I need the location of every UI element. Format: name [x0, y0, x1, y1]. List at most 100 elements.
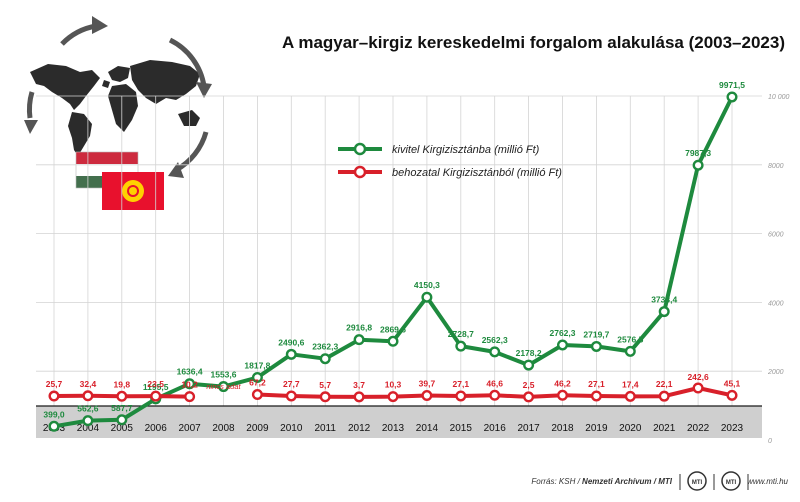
data-point-import	[48, 390, 60, 402]
mti-logo-icon: MTI	[687, 471, 707, 491]
x-tick-label: 2011	[314, 423, 336, 434]
data-point-import	[726, 389, 738, 401]
data-point-export	[455, 340, 467, 352]
data-label-import: 17,4	[622, 379, 639, 389]
data-point-import	[184, 391, 196, 403]
data-point-export	[353, 334, 365, 346]
data-label-import: 10,2	[181, 380, 198, 390]
data-point-export	[590, 340, 602, 352]
source-text: Forrás: KSH / Nemzeti Archívum / MTI	[531, 477, 672, 486]
data-label-import: 3,7	[353, 380, 365, 390]
data-point-export	[692, 159, 704, 171]
data-label-export: 2362,3	[312, 342, 338, 352]
data-point-import	[455, 390, 467, 402]
data-point-export	[387, 335, 399, 347]
data-label-export: 2728,7	[448, 329, 474, 339]
data-label-import: 22,1	[656, 379, 673, 389]
x-tick-label: 2018	[551, 423, 574, 434]
website-text: www.mti.hu	[747, 477, 788, 486]
data-point-import	[319, 391, 331, 403]
x-tick-label: 2020	[619, 423, 642, 434]
data-label-import: 27,1	[453, 379, 470, 389]
data-label-import: 5,7	[319, 380, 331, 390]
kyrgyzstan-flag-icon	[102, 172, 164, 210]
data-point-export	[251, 371, 263, 383]
x-tick-label: 2013	[382, 423, 405, 434]
data-point-import	[353, 391, 365, 403]
data-label-export: 2490,6	[278, 337, 304, 347]
y-axis-ticks: 0 2000 4000 6000 8000 10 000	[767, 94, 790, 445]
data-point-export	[319, 353, 331, 365]
mti-logo-icon-2: MTI	[721, 471, 741, 491]
data-point-import	[421, 390, 433, 402]
x-axis-band: 2003200420052006200720082009201020112012…	[36, 405, 762, 438]
data-point-import	[116, 390, 128, 402]
data-label-import: 32,4	[80, 379, 97, 389]
data-point-export	[523, 359, 535, 371]
data-label-import: 67,2	[249, 378, 266, 388]
legend-item-import: behozatal Kirgizisztánból (millió Ft)	[338, 165, 562, 179]
y-tick-label: 6000	[768, 232, 784, 239]
x-tick-label: 2004	[77, 423, 100, 434]
data-label-export: 4150,3	[414, 280, 440, 290]
data-point-import	[557, 389, 569, 401]
footer: Forrás: KSH / Nemzeti Archívum / MTI MTI…	[531, 471, 789, 491]
data-label-export: 1195,5	[143, 382, 169, 392]
x-tick-label: 2023	[721, 423, 744, 434]
x-tick-label: 2012	[348, 423, 371, 434]
data-label-import: 242,6	[687, 372, 709, 382]
data-label-import: 23,5	[147, 379, 164, 389]
data-point-import	[150, 390, 162, 402]
data-point-export	[557, 339, 569, 351]
data-label-import: 2,5	[523, 380, 535, 390]
data-label-export: 2762,3	[550, 328, 576, 338]
data-point-export	[116, 414, 128, 426]
data-label-export: 7987,3	[685, 148, 711, 158]
y-tick-label: 10 000	[768, 94, 790, 101]
y-tick-label: 8000	[768, 163, 784, 170]
data-point-export	[489, 346, 501, 358]
data-label-export: 9971,5	[719, 80, 745, 90]
legend-item-export: kivitel Kirgizisztánba (millió Ft)	[338, 142, 540, 156]
x-tick-label: 2019	[585, 423, 608, 434]
data-label-export: 1817,8	[244, 360, 270, 370]
data-point-export	[82, 415, 94, 427]
chart-title: A magyar–kirgiz kereskedelmi forgalom al…	[282, 33, 785, 52]
data-point-import	[489, 389, 501, 401]
gridlines	[36, 95, 762, 406]
data-label-export: 2576,5	[617, 334, 643, 344]
x-tick-label: 2005	[111, 423, 134, 434]
data-point-import	[624, 390, 636, 402]
data-point-export	[726, 91, 738, 103]
data-label-export: 399,0	[43, 409, 65, 419]
legend: kivitel Kirgizisztánba (millió Ft) behoz…	[338, 142, 562, 179]
x-tick-label: 2017	[517, 423, 540, 434]
legend-label-export: kivitel Kirgizisztánba (millió Ft)	[392, 144, 540, 156]
data-label-import: 19,8	[114, 379, 131, 389]
data-label-export: 2719,7	[583, 329, 609, 339]
data-point-import	[523, 391, 535, 403]
x-tick-label: 2006	[145, 423, 168, 434]
x-tick-label: 2015	[450, 423, 473, 434]
data-point-export	[421, 291, 433, 303]
data-point-import	[285, 390, 297, 402]
data-point-export	[285, 348, 297, 360]
data-point-import	[658, 390, 670, 402]
data-label-import: 46,2	[554, 378, 571, 388]
data-labels: 399,0 562,6 587,7 1195,5 1636,4 1553,6 1817,8 2…	[43, 80, 745, 419]
data-label-import: 39,7	[419, 379, 436, 389]
data-label-export: 2869,6	[380, 324, 406, 334]
data-label-import: 46,6	[486, 378, 503, 388]
x-tick-label: 2021	[653, 423, 676, 434]
data-point-import	[590, 390, 602, 402]
data-point-export	[48, 420, 60, 432]
x-tick-label: 2010	[280, 423, 303, 434]
data-point-export	[624, 345, 636, 357]
data-label-import: 27,7	[283, 379, 300, 389]
y-tick-label: 2000	[767, 369, 784, 376]
x-tick-label: 2014	[416, 423, 439, 434]
data-point-import	[387, 391, 399, 403]
data-label-export: 1553,6	[211, 370, 237, 380]
data-label-export: 587,7	[111, 403, 133, 413]
